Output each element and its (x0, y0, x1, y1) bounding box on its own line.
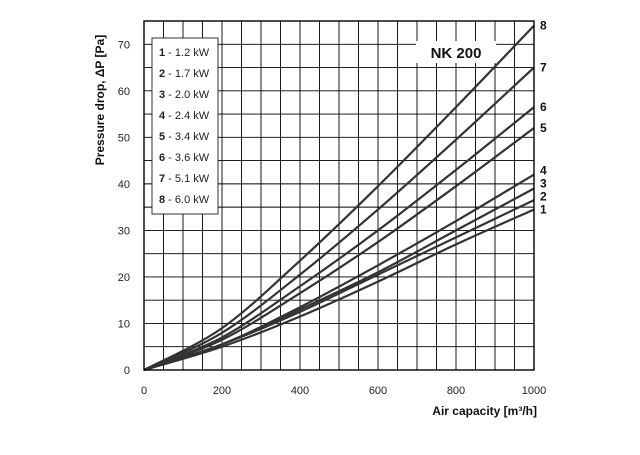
x-tick-label: 600 (369, 385, 387, 397)
y-tick-label: 30 (118, 225, 130, 237)
series-line-5 (143, 127, 535, 372)
model-label-box: NK 200 (416, 41, 496, 63)
x-tick-label: 400 (291, 385, 309, 397)
series-line-6 (143, 106, 535, 372)
y-axis-title: Pressure drop, ΔP [Pa] (93, 35, 107, 165)
legend-entry-5: 5 - 3.4 kW (159, 131, 210, 143)
series-label-2: 2 (540, 189, 547, 203)
legend: 1 - 1.2 kW 2 - 1.7 kW 3 - 2.0 kW 4 - 2.4 kW… (151, 37, 219, 215)
legend-entry-4: 4 - 2.4 kW (159, 110, 210, 122)
x-tick-label: 0 (141, 385, 147, 397)
series-line-4 (143, 173, 535, 372)
legend-box (151, 37, 219, 215)
legend-entry-3: 3 - 2.0 kW (159, 89, 210, 101)
legend-entry-8: 8 - 6.0 kW (159, 194, 210, 206)
series-line-8 (143, 24, 535, 371)
plot-border (143, 20, 535, 371)
y-tick-label: 40 (118, 179, 130, 191)
y-tick-label: 0 (124, 365, 130, 377)
legend-entry-7: 7 - 5.1 kW (159, 173, 210, 185)
y-tick-label: 70 (118, 39, 130, 51)
legend-entry-6: 6 - 3.6 kW (159, 152, 210, 164)
tick-labels: 0 200 400 600 800 1000 0 10 20 30 40 50 60 70 (118, 39, 546, 397)
plot-frame (143, 20, 535, 371)
series-label-5: 5 (540, 121, 547, 135)
y-tick-label: 60 (118, 86, 130, 98)
y-tick-label: 50 (118, 132, 130, 144)
legend-entry-1: 1 - 1.2 kW (159, 47, 210, 59)
series-label-1: 1 (540, 202, 547, 216)
y-tick-label: 10 (118, 318, 130, 330)
series-label-8: 8 (540, 19, 547, 33)
series-lines (143, 24, 535, 372)
series-label-7: 7 (540, 61, 547, 75)
series-label-4: 4 (540, 163, 547, 177)
series-line-1 (143, 208, 535, 372)
x-tick-label: 800 (447, 385, 465, 397)
model-label: NK 200 (431, 45, 482, 62)
x-tick-label: 200 (213, 385, 231, 397)
x-axis-title: Air capacity [m³/h] (432, 404, 537, 418)
y-tick-label: 20 (118, 272, 130, 284)
series-label-6: 6 (540, 100, 547, 114)
series-line-7 (143, 66, 535, 371)
x-tick-label: 1000 (522, 385, 546, 397)
series-label-3: 3 (540, 176, 547, 190)
legend-entry-2: 2 - 1.7 kW (159, 68, 210, 80)
model-label-background (416, 41, 496, 63)
